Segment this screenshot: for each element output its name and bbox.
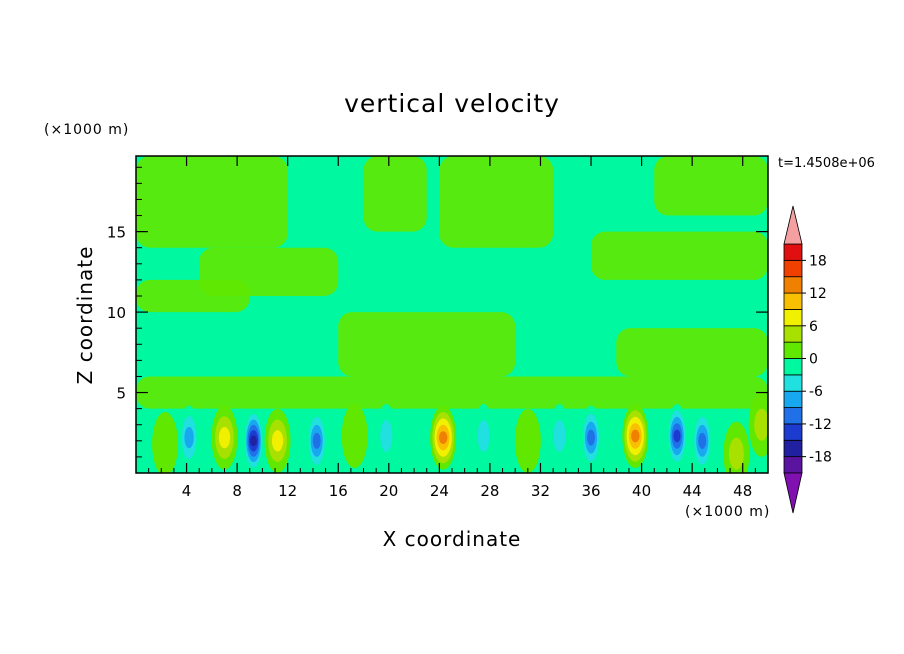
velocity-cell-9 — [473, 403, 494, 468]
colorbar-swatch-6 — [783, 358, 803, 376]
colorbar-swatch-8 — [783, 325, 803, 343]
y-axis-label: Z coordinate — [73, 246, 97, 385]
velocity-cell-5 — [306, 408, 327, 473]
velocity-cell-1 — [179, 405, 200, 470]
upper-patch-5 — [199, 247, 339, 296]
velocity-cell-11 — [549, 403, 570, 468]
velocity-contour-15-3 — [698, 432, 707, 449]
colorbar-swatch-9 — [783, 309, 803, 327]
plot-area — [136, 156, 768, 473]
colorbar-over-arrow — [783, 205, 803, 245]
colorbar-label-6: 18 — [809, 253, 827, 269]
colorbar-swatch-3 — [783, 407, 803, 425]
velocity-contour-0-0 — [152, 412, 179, 473]
colorbar-label-3: 0 — [809, 352, 818, 368]
colorbar-under-arrow — [783, 472, 803, 514]
x-tick-label-32: 32 — [531, 482, 550, 500]
x-tick-label-40: 40 — [632, 482, 651, 500]
x-axis-label: X coordinate — [383, 527, 522, 551]
velocity-cell-15 — [692, 408, 713, 473]
velocity-cell-12 — [581, 405, 602, 470]
velocity-contour-16-1 — [728, 437, 744, 470]
velocity-cell-10 — [514, 408, 541, 473]
velocity-contour-7-1 — [380, 419, 393, 452]
chart-title: vertical velocity — [344, 89, 560, 118]
velocity-contour-9-1 — [477, 419, 490, 452]
velocity-cell-6 — [341, 403, 368, 468]
y-tick-label-5: 5 — [116, 385, 126, 403]
x-tick-label-8: 8 — [232, 482, 242, 500]
colorbar-label-5: 12 — [809, 286, 827, 302]
time-label: t=1.4508e+06 — [778, 156, 875, 171]
y-axis-unit: (×1000 m) — [44, 122, 129, 138]
colorbar-label-1: -12 — [809, 417, 832, 433]
velocity-contour-6-0 — [341, 403, 368, 468]
upper-patch-8 — [616, 328, 768, 377]
velocity-contour-11-1 — [553, 419, 566, 452]
colorbar-swatch-1 — [783, 439, 803, 458]
x-tick-label-36: 36 — [581, 482, 600, 500]
velocity-contour-13-4 — [631, 429, 640, 443]
velocity-cell-14 — [666, 403, 687, 468]
colorbar-swatch-7 — [783, 341, 803, 359]
colorbar-swatch-12 — [783, 259, 803, 278]
x-axis-unit: (×1000 m) — [685, 504, 770, 520]
upper-patch-7 — [591, 231, 768, 280]
velocity-contour-10-0 — [514, 408, 541, 473]
x-axis-ticks: 4 8 12 16 20 24 28 32 36 40 44 48 — [148, 156, 756, 500]
upper-patch-0 — [136, 156, 288, 248]
y-axis-ticks: 5 10 15 — [107, 166, 768, 458]
y-tick-label-15: 15 — [107, 224, 126, 242]
x-tick-label-24: 24 — [430, 482, 449, 500]
velocity-cell-7 — [376, 403, 397, 468]
colorbar-swatch-5 — [783, 374, 803, 392]
x-tick-label-28: 28 — [480, 482, 499, 500]
x-tick-label-44: 44 — [683, 482, 702, 500]
velocity-cell-3 — [243, 408, 264, 473]
colorbar-swatch-4 — [783, 390, 803, 408]
colorbar-swatch-2 — [783, 423, 803, 441]
velocity-contour-14-4 — [673, 429, 681, 443]
colorbar-swatch-0 — [783, 456, 803, 474]
velocity-cell-8 — [430, 405, 457, 470]
x-tick-label-12: 12 — [278, 482, 297, 500]
upper-patch-9 — [136, 376, 768, 409]
colorbar-label-4: 6 — [809, 319, 818, 335]
colorbar-label-2: -6 — [809, 384, 823, 400]
colorbar: -18 -12 -6 0 6 12 18 — [783, 205, 832, 514]
upper-patch-3 — [654, 156, 768, 216]
x-tick-label-4: 4 — [182, 482, 192, 500]
x-tick-label-20: 20 — [379, 482, 398, 500]
velocity-contour-2-2 — [218, 426, 231, 449]
velocity-cell-13 — [622, 403, 649, 468]
upper-patch-2 — [439, 156, 554, 248]
colorbar-label-0: -18 — [809, 450, 832, 466]
colorbar-swatch-13 — [783, 243, 803, 261]
velocity-cell-0 — [152, 412, 179, 473]
velocity-cell-4 — [264, 408, 291, 473]
velocity-contour-4-2 — [271, 430, 284, 452]
y-tick-label-10: 10 — [107, 304, 126, 322]
velocity-contour-17-1 — [754, 408, 768, 441]
velocity-contour-3-5 — [250, 435, 257, 447]
x-tick-label-48: 48 — [733, 482, 752, 500]
velocity-contour-8-4 — [438, 431, 448, 444]
velocity-cell-2 — [211, 405, 238, 470]
colorbar-swatch-11 — [783, 276, 803, 294]
velocity-cell-16 — [723, 421, 750, 473]
x-tick-label-16: 16 — [329, 482, 348, 500]
colorbar-swatch-10 — [783, 292, 803, 310]
upper-patches — [136, 156, 768, 409]
velocity-contour-5-3 — [312, 432, 321, 449]
velocity-contour-12-3 — [587, 429, 596, 446]
velocity-cell-17 — [748, 392, 768, 457]
velocity-features — [152, 392, 768, 473]
upper-patch-6 — [338, 312, 516, 377]
upper-patch-1 — [363, 156, 427, 232]
velocity-contour-1-2 — [184, 426, 194, 449]
